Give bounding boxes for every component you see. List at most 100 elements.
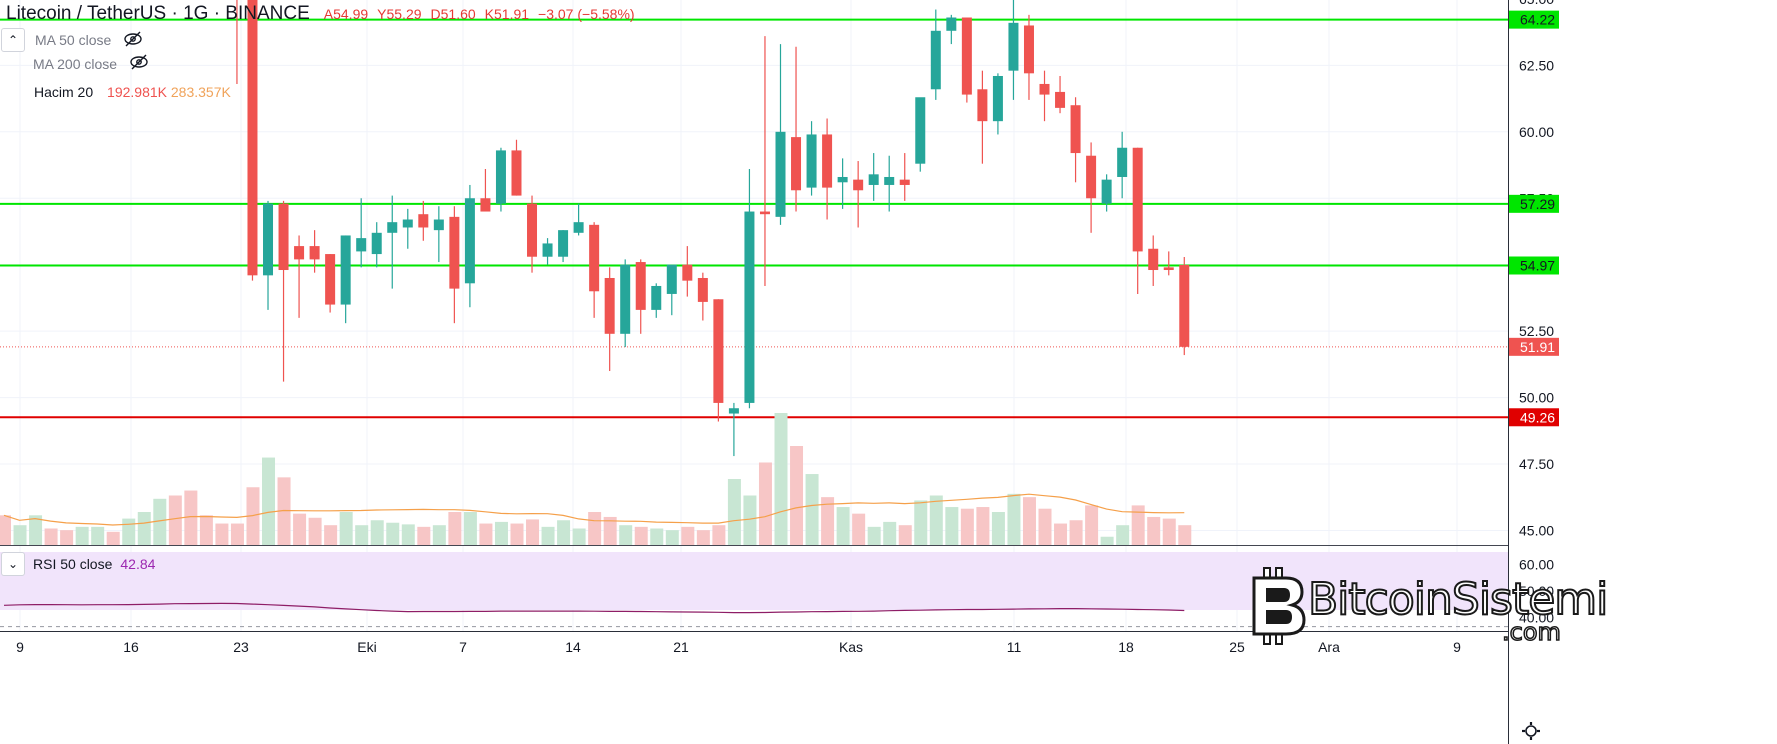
candle-body[interactable] [1132, 147, 1143, 252]
candle-body[interactable] [759, 211, 770, 215]
symbol-title[interactable]: Litecoin / TetherUS · 1G · BINANCE [6, 3, 310, 24]
candle-body[interactable] [915, 97, 926, 164]
candle-body[interactable] [558, 230, 569, 257]
volume-bar [122, 518, 136, 545]
hidden-eye-icon[interactable] [129, 54, 149, 73]
candle-body[interactable] [604, 277, 615, 334]
hidden-eye-icon[interactable] [123, 31, 143, 50]
candle-body[interactable] [728, 408, 739, 414]
volume-bar [883, 521, 897, 545]
candle-body[interactable] [620, 264, 631, 334]
y-tick-label: 50.00 [1519, 390, 1554, 406]
candle-body[interactable] [1055, 91, 1066, 108]
candle-body[interactable] [775, 131, 786, 217]
candle-body[interactable] [247, 0, 258, 276]
candle-body[interactable] [1008, 22, 1019, 71]
candle-body[interactable] [697, 277, 708, 302]
rsi-tick-label: 50.00 [1519, 583, 1554, 599]
candle-body[interactable] [822, 134, 833, 188]
rsi-tick-label: 60.00 [1519, 557, 1554, 573]
volume-bar [526, 519, 540, 545]
candle-body[interactable] [356, 238, 367, 252]
candle-body[interactable] [1179, 264, 1190, 347]
candle-body[interactable] [1039, 83, 1050, 95]
candle-body[interactable] [961, 17, 972, 95]
candle-body[interactable] [527, 203, 538, 257]
candle-body[interactable] [744, 211, 755, 403]
candle-body[interactable] [418, 214, 429, 228]
indicator-ma200[interactable]: MA 200 close [33, 54, 149, 73]
volume-label: Hacim 20 [34, 84, 94, 100]
candle-body[interactable] [573, 222, 584, 233]
candle-body[interactable] [1101, 179, 1112, 204]
candle-body[interactable] [433, 219, 444, 231]
candle-body[interactable] [899, 179, 910, 185]
y-tick-label: 65.00 [1519, 0, 1554, 7]
candle-body[interactable] [511, 150, 522, 196]
candle-body[interactable] [402, 219, 413, 228]
candle-body[interactable] [806, 134, 817, 188]
candle-body[interactable] [589, 224, 600, 292]
candle-body[interactable] [837, 176, 848, 183]
volume-bar [246, 487, 260, 545]
indicator-ma50[interactable]: ⌃ MA 50 close [0, 28, 143, 52]
candle-body[interactable] [884, 176, 895, 185]
collapse-chevron-icon[interactable]: ⌄ [1, 552, 25, 576]
ma50-label: MA 50 close [35, 32, 112, 48]
candle-body[interactable] [868, 174, 879, 185]
candle-body[interactable] [464, 198, 475, 284]
candle-body[interactable] [1086, 155, 1097, 199]
level-label: 54.97 [1520, 257, 1555, 273]
candle-body[interactable] [1148, 248, 1159, 271]
candle-body[interactable] [853, 179, 864, 191]
candle-body[interactable] [651, 285, 662, 310]
candle-body[interactable] [309, 246, 320, 260]
candle-body[interactable] [278, 203, 289, 271]
candle-body[interactable] [449, 216, 460, 289]
candle-body[interactable] [1163, 267, 1174, 271]
volume-bar [821, 497, 835, 545]
candle-body[interactable] [340, 235, 351, 305]
candle-body[interactable] [495, 150, 506, 204]
settings-gear-icon[interactable] [1520, 720, 1542, 742]
candle-body[interactable] [480, 198, 491, 212]
x-tick-label: Kas [839, 639, 863, 655]
volume-bar [1022, 497, 1036, 545]
volume-bar [29, 515, 43, 545]
volume-bar [75, 526, 89, 545]
indicator-rsi[interactable]: ⌄ RSI 50 close 42.84 [0, 552, 155, 576]
candle-body[interactable] [1070, 105, 1081, 154]
chart-header: Litecoin / TetherUS · 1G · BINANCE A54.9… [6, 3, 644, 25]
candle-body[interactable] [713, 299, 724, 403]
candle-body[interactable] [977, 89, 988, 122]
candle-body[interactable] [992, 75, 1003, 122]
volume-bar [650, 528, 664, 545]
candle-body[interactable] [263, 203, 274, 276]
candle-body[interactable] [371, 232, 382, 255]
candle-body[interactable] [1023, 25, 1034, 74]
candle-body[interactable] [930, 30, 941, 90]
candle-body[interactable] [542, 243, 553, 257]
indicator-volume[interactable]: Hacim 20 192.981K 283.357K [34, 84, 231, 100]
candle-body[interactable] [387, 222, 398, 233]
volume-bar [758, 462, 772, 545]
volume-bar [91, 526, 105, 545]
candle-body[interactable] [325, 254, 336, 305]
volume-value: 192.981K [107, 84, 167, 100]
candle-body[interactable] [294, 246, 305, 260]
candle-body[interactable] [946, 17, 957, 31]
rsi-line [3, 602, 1185, 614]
x-tick-label: 18 [1118, 639, 1134, 655]
watermark-text: BitcoinSistemi [1307, 573, 1609, 626]
candle-body[interactable] [666, 264, 677, 294]
candle-body[interactable] [791, 137, 802, 191]
collapse-chevron-icon[interactable]: ⌃ [1, 28, 25, 52]
y-tick-label: 62.50 [1519, 57, 1554, 73]
volume-bar [215, 523, 229, 545]
volume-bar [44, 528, 58, 545]
volume-bar [867, 526, 881, 545]
candle-body[interactable] [682, 264, 693, 281]
candle-body[interactable] [1117, 147, 1128, 177]
level-label: 57.29 [1520, 196, 1555, 212]
candle-body[interactable] [635, 262, 646, 310]
